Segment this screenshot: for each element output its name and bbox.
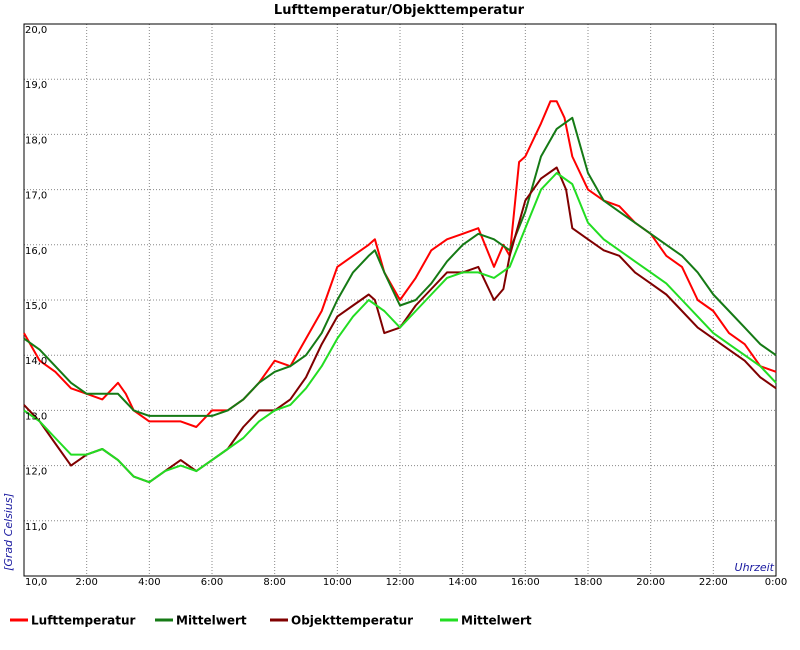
- legend: Lufttemperatur Mittelwert Objekttemperatur…: [10, 614, 532, 628]
- x-tick-label: 12:00: [386, 577, 415, 588]
- x-tick-label: 16:00: [511, 577, 540, 588]
- y-tick-label: 14,0: [25, 356, 47, 367]
- x-tick-label: 14:00: [448, 577, 477, 588]
- mittelwert-luft-line: [23, 116, 777, 417]
- plot-border: [23, 23, 777, 577]
- series-layer: [23, 100, 777, 484]
- x-axis: 2:00 4:00 6:00 8:00 10:00 12:00 14:00 16:00 18:0…: [75, 577, 787, 588]
- x-tick-label: 18:00: [574, 577, 603, 588]
- legend-item: Mittelwert: [155, 614, 247, 628]
- plot-area: [23, 23, 777, 577]
- mittelwert-objekt-line: [23, 172, 777, 484]
- x-tick-label: 10:00: [323, 577, 352, 588]
- x-tick-label: 20:00: [636, 577, 665, 588]
- y-tick-label: 12,0: [25, 467, 47, 478]
- y-tick-label: 10,0: [25, 577, 47, 588]
- x-tick-label: 2:00: [75, 577, 97, 588]
- legend-label: Objekttemperatur: [291, 614, 413, 628]
- grid: [24, 24, 776, 576]
- chart-title: Lufttemperatur/Objekttemperatur: [274, 3, 525, 18]
- y-tick-label: 20,0: [25, 25, 47, 36]
- legend-item: Mittelwert: [440, 614, 532, 628]
- legend-item: Lufttemperatur: [10, 614, 136, 628]
- y-axis-label: [Grad Celsius]: [2, 493, 15, 571]
- x-tick-label: 22:00: [699, 577, 728, 588]
- y-tick-label: 18,0: [25, 135, 47, 146]
- y-tick-label: 13,0: [25, 411, 47, 422]
- x-tick-label: 4:00: [138, 577, 160, 588]
- legend-label: Mittelwert: [176, 614, 247, 628]
- y-tick-label: 11,0: [25, 522, 47, 533]
- x-axis-label: Uhrzeit: [735, 561, 775, 574]
- legend-label: Lufttemperatur: [31, 614, 136, 628]
- legend-label: Mittelwert: [461, 614, 532, 628]
- x-tick-label: 0:00: [765, 577, 787, 588]
- x-tick-label: 6:00: [201, 577, 223, 588]
- x-tick-label: 8:00: [263, 577, 285, 588]
- y-tick-label: 19,0: [25, 80, 47, 91]
- y-tick-label: 15,0: [25, 301, 47, 312]
- y-tick-label: 16,0: [25, 246, 47, 257]
- legend-item: Objekttemperatur: [270, 614, 413, 628]
- y-tick-label: 17,0: [25, 191, 47, 202]
- y-axis: 10,0 11,0 12,0 13,0 14,0 15,0 16,0 17,0 18,0 19,0…: [25, 25, 47, 588]
